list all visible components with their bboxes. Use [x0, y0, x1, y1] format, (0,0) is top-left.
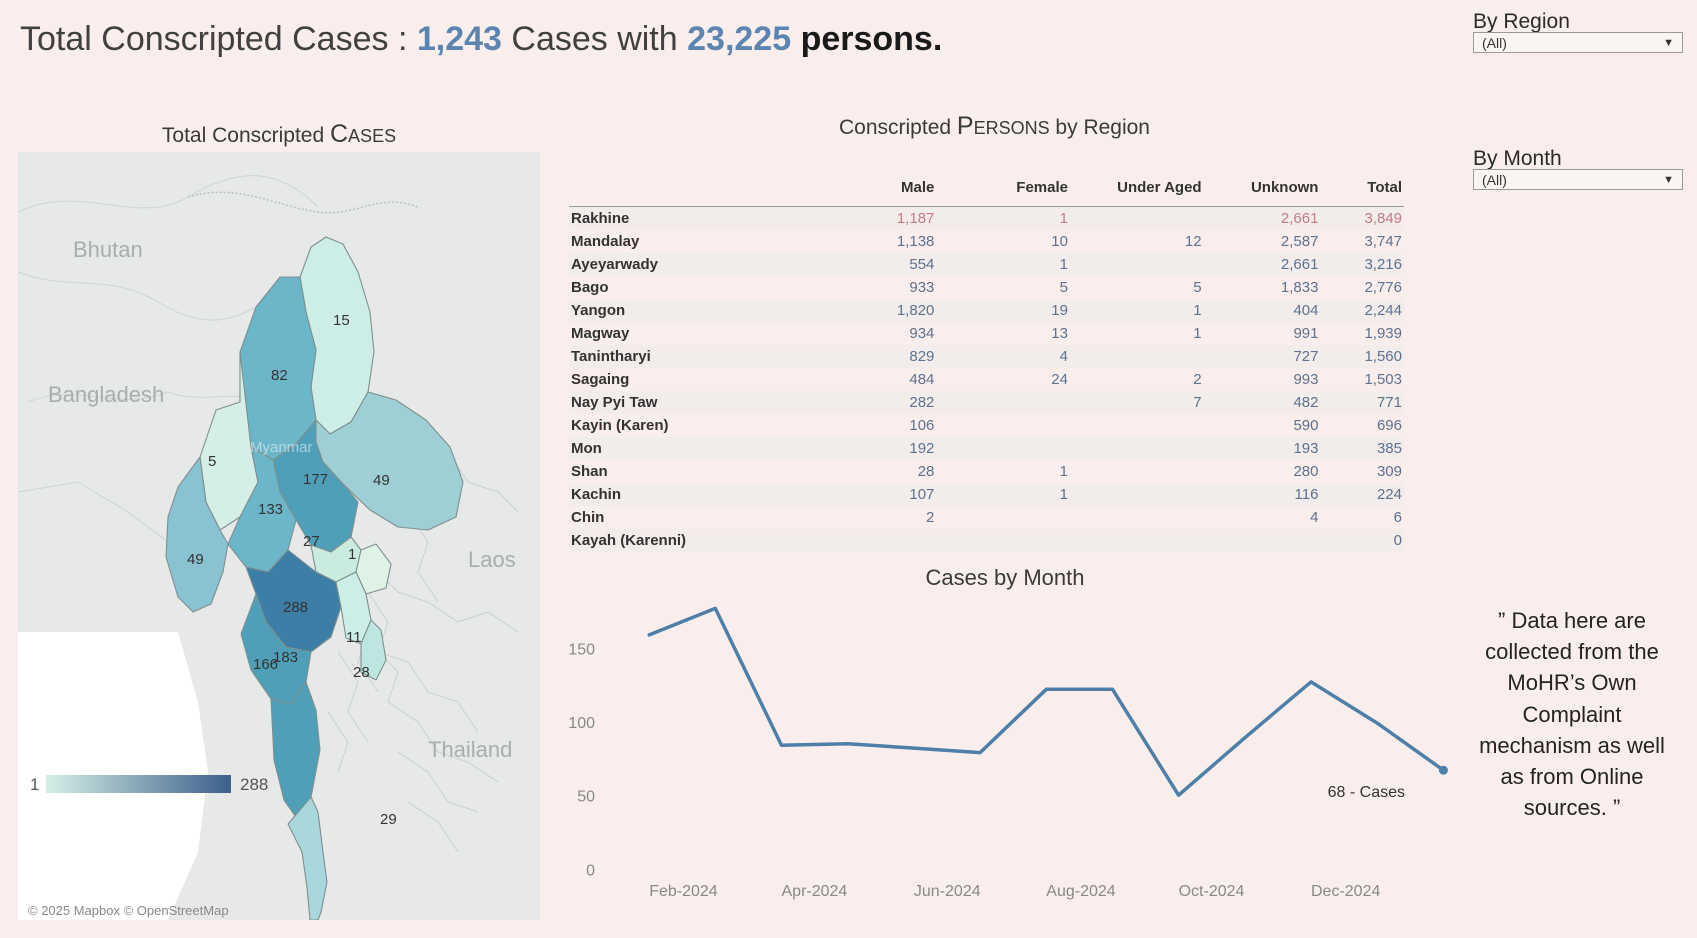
- svg-text:150: 150: [568, 642, 595, 659]
- svg-text:11: 11: [346, 629, 362, 646]
- svg-text:68 - Cases: 68 - Cases: [1328, 784, 1405, 801]
- svg-text:Bangladesh: Bangladesh: [48, 382, 164, 407]
- svg-text:Apr-2024: Apr-2024: [782, 883, 848, 900]
- svg-text:Feb-2024: Feb-2024: [649, 883, 718, 900]
- svg-text:49: 49: [373, 472, 390, 489]
- svg-text:5: 5: [208, 453, 216, 470]
- svg-text:Bhutan: Bhutan: [73, 237, 143, 262]
- svg-text:29: 29: [380, 811, 397, 828]
- svg-text:Oct-2024: Oct-2024: [1179, 883, 1245, 900]
- svg-text:Aug-2024: Aug-2024: [1046, 883, 1115, 900]
- svg-text:100: 100: [568, 715, 595, 732]
- svg-text:133: 133: [258, 501, 283, 518]
- svg-text:1: 1: [30, 775, 39, 794]
- svg-text:Thailand: Thailand: [428, 737, 512, 762]
- svg-text:177: 177: [303, 471, 328, 488]
- svg-text:28: 28: [353, 664, 370, 681]
- svg-text:0: 0: [586, 862, 595, 879]
- svg-text:Myanmar: Myanmar: [250, 439, 313, 456]
- svg-text:288: 288: [283, 599, 308, 616]
- svg-text:Dec-2024: Dec-2024: [1311, 883, 1380, 900]
- svg-text:49: 49: [187, 551, 204, 568]
- svg-text:1: 1: [348, 546, 356, 563]
- svg-text:Laos: Laos: [468, 547, 516, 572]
- svg-text:Jun-2024: Jun-2024: [914, 883, 981, 900]
- svg-text:50: 50: [577, 789, 595, 806]
- svg-text:82: 82: [271, 367, 288, 384]
- svg-text:15: 15: [333, 312, 350, 329]
- svg-text:© 2025 Mapbox © OpenStreetMap: © 2025 Mapbox © OpenStreetMap: [28, 903, 229, 918]
- svg-text:166: 166: [253, 656, 278, 673]
- svg-text:288: 288: [240, 775, 268, 794]
- svg-text:27: 27: [303, 533, 320, 550]
